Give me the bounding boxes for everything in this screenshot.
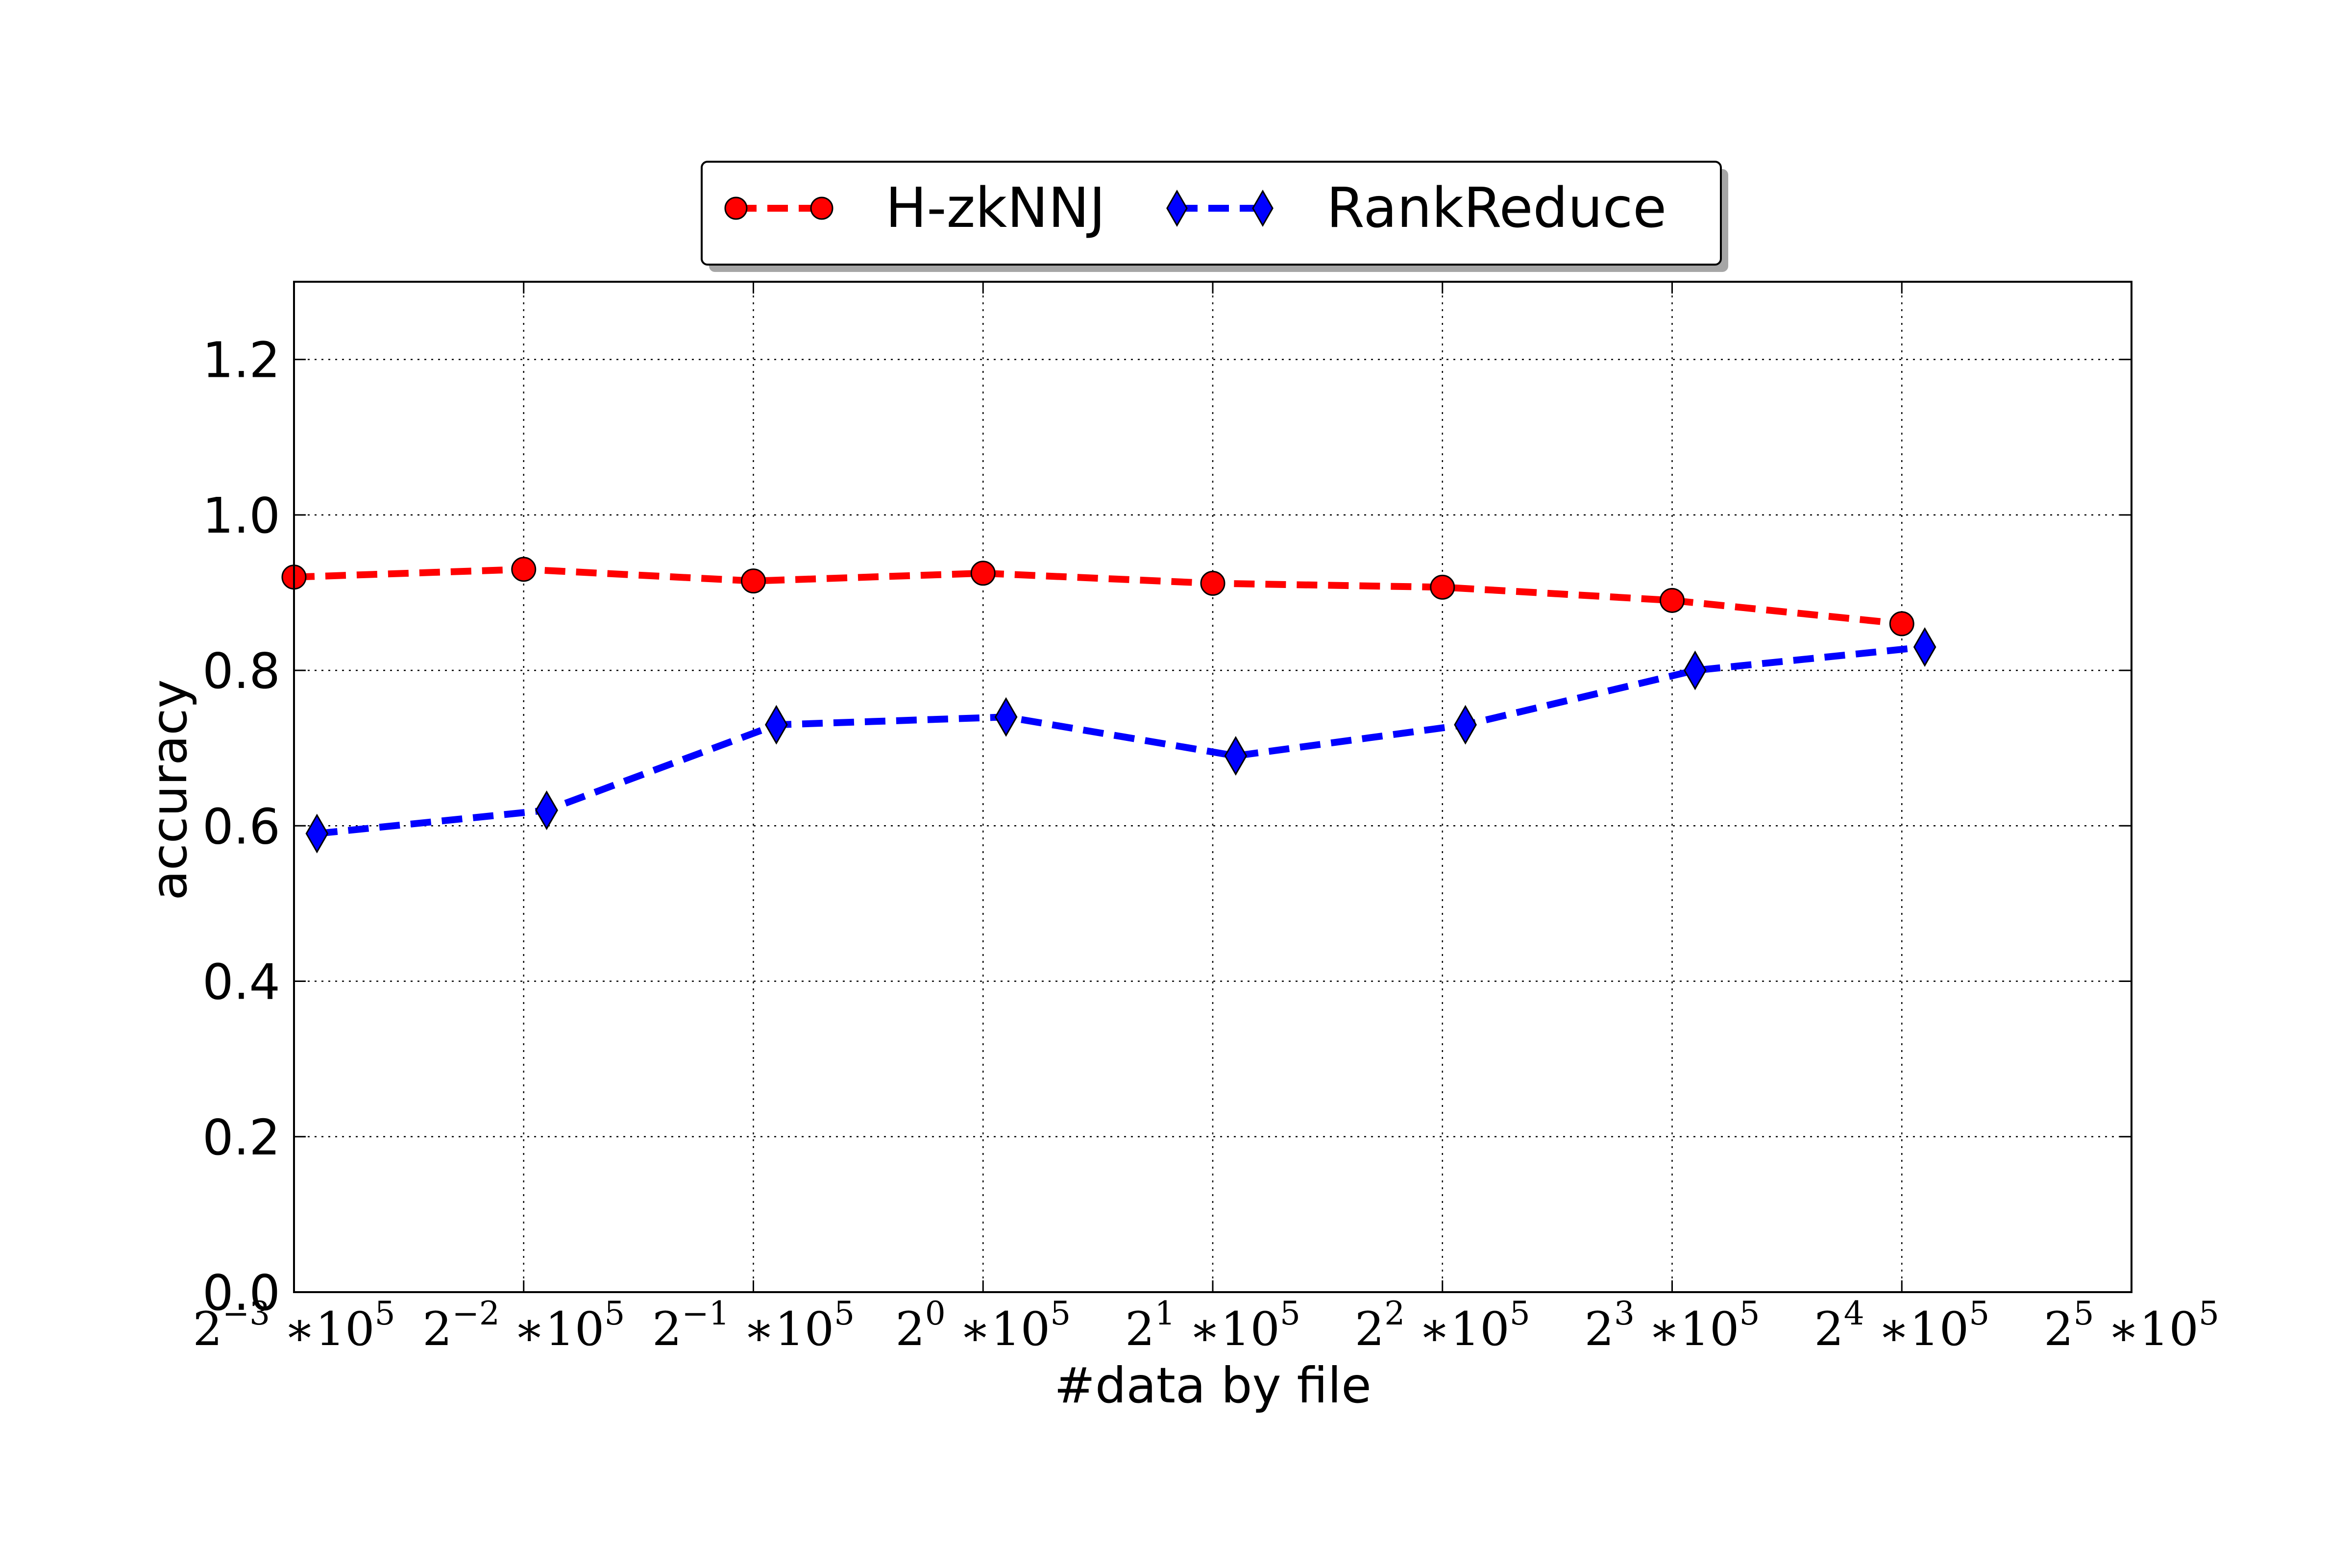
y-tick-label: 1.2: [202, 332, 280, 389]
x-tick-base: 2: [652, 1302, 682, 1356]
legend-label: RankReduce: [1326, 176, 1666, 240]
data-point-marker: [741, 568, 766, 594]
data-point-marker: [1454, 705, 1477, 745]
data-point-marker: [1224, 736, 1248, 776]
x-tick-base: 2: [895, 1302, 925, 1356]
x-tick-multiplier: ∗10: [284, 1302, 374, 1356]
legend-label: H-zkNNJ: [885, 176, 1105, 240]
x-tick-exponent: 5: [2073, 1295, 2094, 1332]
x-tick-label: 22 ∗105: [1355, 1295, 1530, 1356]
x-tick-label: 25 ∗105: [2044, 1295, 2219, 1356]
data-point-marker: [1166, 189, 1188, 227]
data-point-marker: [1889, 611, 1914, 637]
data-point-marker: [724, 196, 748, 220]
x-tick-multiplier: ∗10: [1878, 1302, 1969, 1356]
x-tick-exponent: 2: [1384, 1295, 1405, 1332]
x-tick-base: 2: [1585, 1302, 1614, 1356]
x-tick-multiplier-exponent: 5: [1280, 1295, 1300, 1332]
x-tick-multiplier: ∗10: [959, 1302, 1050, 1356]
x-tick-exponent: −2: [452, 1295, 500, 1332]
y-tick-label: 0.2: [202, 1109, 280, 1166]
x-tick-multiplier-exponent: 5: [1969, 1295, 1989, 1332]
legend-entries: H-zkNNJ RankReduce: [724, 176, 1666, 240]
legend-entry: H-zkNNJ: [724, 176, 1105, 240]
x-tick-multiplier-exponent: 5: [1739, 1295, 1760, 1332]
data-point-marker: [1660, 588, 1685, 613]
x-tick-label: 2−1 ∗105: [652, 1295, 855, 1356]
x-tick-exponent: 4: [1844, 1295, 1864, 1332]
x-tick-exponent: 3: [1614, 1295, 1635, 1332]
x-tick-multiplier: ∗10: [743, 1302, 834, 1356]
x-tick-multiplier: ∗10: [1648, 1302, 1739, 1356]
data-point-marker: [1200, 570, 1225, 596]
data-point-marker: [1913, 627, 1936, 667]
x-tick-label: 21 ∗105: [1125, 1295, 1300, 1356]
x-tick-base: 2: [2044, 1302, 2073, 1356]
data-point-marker: [305, 813, 329, 854]
x-tick-label: 20 ∗105: [895, 1295, 1071, 1356]
y-tick-label: 0.8: [202, 642, 280, 700]
legend-box: [701, 161, 1722, 266]
x-tick-multiplier: ∗10: [1419, 1302, 1509, 1356]
x-tick-base: 2: [422, 1302, 452, 1356]
x-tick-exponent: −3: [222, 1295, 270, 1332]
x-tick-label: 2−2 ∗105: [422, 1295, 625, 1356]
x-tick-multiplier-exponent: 5: [834, 1295, 855, 1332]
legend-entry: RankReduce: [1166, 176, 1666, 240]
y-tick-label: 0.0: [202, 1264, 280, 1322]
y-tick-label: 0.6: [202, 798, 280, 855]
data-point-marker: [1252, 189, 1274, 227]
x-tick-base: 2: [1125, 1302, 1154, 1356]
series-rankreduce: [305, 627, 1936, 854]
x-tick-multiplier-exponent: 5: [1510, 1295, 1530, 1332]
x-tick-label: 24 ∗105: [1814, 1295, 1989, 1356]
x-tick-label: 23 ∗105: [1585, 1295, 1760, 1356]
x-tick-exponent: −1: [682, 1295, 729, 1332]
y-tick-labels: 0.0 0.2 0.4 0.6 0.8 1.0 1.2: [202, 332, 280, 1322]
x-tick-multiplier-exponent: 5: [1050, 1295, 1071, 1332]
x-tick-multiplier: ∗10: [2107, 1302, 2198, 1356]
data-point-marker: [994, 697, 1018, 737]
series-line: [317, 643, 1925, 837]
legend: H-zkNNJ RankReduce: [701, 161, 1728, 272]
y-axis-label: accuracy: [141, 679, 198, 900]
x-tick-base: 2: [1814, 1302, 1843, 1356]
data-point-marker: [765, 705, 788, 745]
data-point-marker: [810, 196, 833, 220]
x-tick-multiplier: ∗10: [1189, 1302, 1279, 1356]
data-point-marker: [511, 557, 537, 582]
x-tick-multiplier: ∗10: [514, 1302, 604, 1356]
x-tick-labels: 2−3 ∗105 2−2 ∗105 2−1 ∗105 20 ∗105 21 ∗105 22 ∗105 2…: [193, 1295, 2219, 1356]
x-tick-label: 2−3 ∗105: [193, 1295, 395, 1356]
x-tick-base: 2: [193, 1302, 222, 1356]
y-tick-label: 1.0: [202, 487, 280, 544]
x-tick-multiplier-exponent: 5: [604, 1295, 625, 1332]
grid-lines: [294, 282, 2132, 1292]
y-tick-label: 0.4: [202, 954, 280, 1011]
data-point-marker: [1684, 650, 1707, 690]
x-tick-multiplier-exponent: 5: [2199, 1295, 2219, 1332]
data-point-marker: [1430, 574, 1455, 600]
x-tick-exponent: 1: [1154, 1295, 1175, 1332]
x-tick-multiplier-exponent: 5: [375, 1295, 395, 1332]
data-point-marker: [535, 790, 558, 831]
x-tick-exponent: 0: [925, 1295, 946, 1332]
series-h-zknnj: [281, 557, 1914, 637]
series-layer: [281, 557, 1936, 854]
data-point-marker: [970, 561, 996, 586]
x-tick-base: 2: [1355, 1302, 1384, 1356]
tick-marks: [293, 282, 2132, 1293]
series-line: [294, 565, 1902, 627]
x-axis-label: #data by file: [1054, 1357, 1372, 1414]
